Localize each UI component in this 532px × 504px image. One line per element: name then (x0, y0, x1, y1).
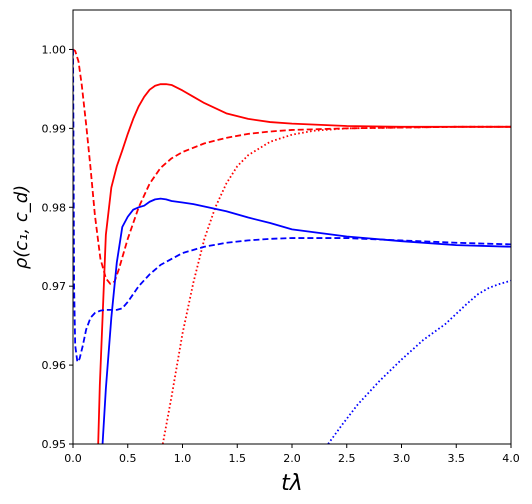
series-line-blue-solid (101, 197, 511, 444)
y-tick-label: 1.00 (42, 43, 67, 56)
series-line-blue-dotted (327, 279, 511, 444)
y-tick-label: 0.97 (42, 280, 67, 293)
y-axis-label: ρ(c₁, c_d) (11, 185, 32, 269)
y-tick-label: 0.96 (42, 359, 67, 372)
x-tick-label: 0.0 (64, 452, 82, 465)
x-tick-label: 3.0 (393, 452, 411, 465)
x-axis: 0.0 0.5 1.0 1.5 2.0 2.5 3.0 3.5 4.0 (64, 444, 520, 465)
x-tick-label: 1.0 (174, 452, 192, 465)
x-tick-label: 1.5 (229, 452, 247, 465)
series-layer (73, 48, 511, 444)
x-axis-label: tλ (281, 471, 303, 496)
y-tick-label: 0.99 (42, 122, 67, 135)
series-line-red-solid (97, 83, 511, 444)
y-tick-label: 0.98 (42, 201, 67, 214)
x-tick-label: 0.5 (119, 452, 137, 465)
x-tick-label: 4.0 (502, 452, 520, 465)
y-tick-label: 0.95 (42, 438, 67, 451)
x-tick-label: 3.5 (448, 452, 466, 465)
x-tick-label: 2.0 (283, 452, 301, 465)
series-line-red-dashed (73, 48, 511, 285)
series-line-blue-dashed (73, 49, 511, 363)
series-line-red-dotted (161, 125, 511, 444)
plot-background (73, 10, 511, 444)
x-tick-label: 2.5 (338, 452, 356, 465)
y-axis: 0.95 0.96 0.97 0.98 0.99 1.00 (42, 43, 73, 451)
